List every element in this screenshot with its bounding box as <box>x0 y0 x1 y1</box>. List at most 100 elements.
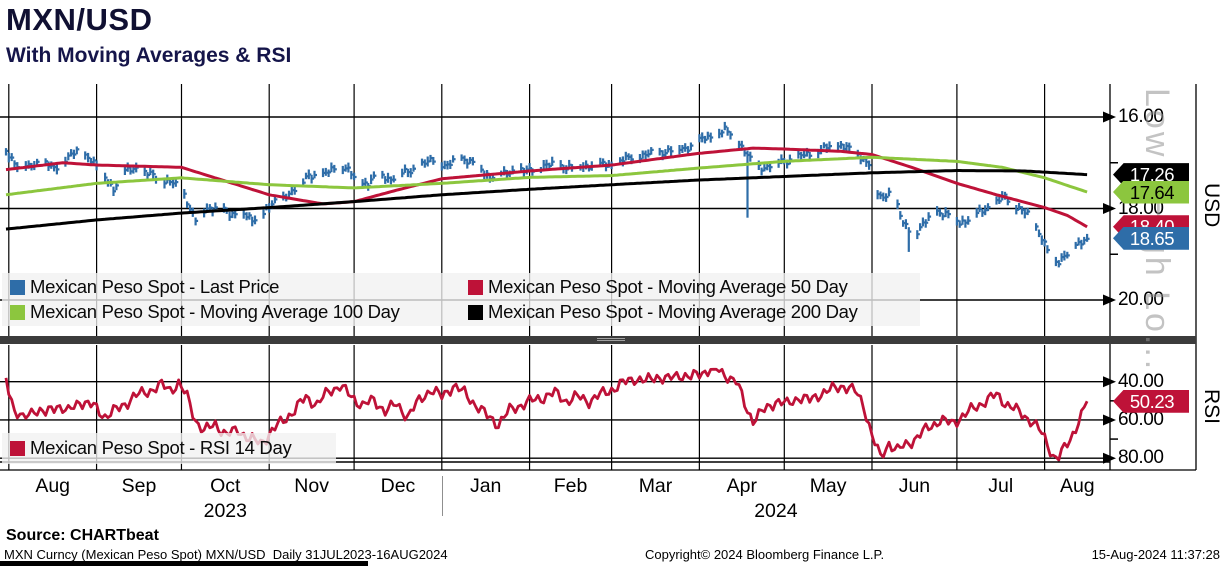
price-bar <box>681 145 684 153</box>
price-bar <box>743 149 746 157</box>
legend-label: Mexican Peso Spot - Moving Average 100 D… <box>30 301 400 322</box>
x-axis-year-label: 2023 <box>203 500 247 522</box>
price-bar <box>228 211 231 221</box>
price-bar <box>689 142 692 151</box>
price-bar <box>449 159 452 169</box>
price-bar <box>757 160 760 170</box>
price-bar <box>842 143 845 153</box>
price-bar <box>488 173 491 183</box>
price-bar <box>904 219 907 230</box>
price-bar <box>998 196 1001 204</box>
price-bar <box>786 159 789 169</box>
price-bar <box>568 159 571 168</box>
source-line: Source: CHARTbeat <box>6 527 159 544</box>
panel-splitter-grip[interactable] <box>597 337 625 343</box>
x-axis-month-label: Dec <box>380 475 416 497</box>
price-bar <box>865 157 868 167</box>
price-bar <box>330 162 333 173</box>
price-bar <box>788 154 791 165</box>
legend-swatch-icon <box>468 304 483 320</box>
price-bar <box>344 164 347 172</box>
price-bar <box>661 150 664 161</box>
legend-item: Mexican Peso Spot - Moving Average 200 D… <box>468 300 858 324</box>
price-bar <box>208 204 211 212</box>
price-bar <box>463 155 466 165</box>
price-bar <box>729 131 732 140</box>
price-bar <box>353 172 356 181</box>
price-bar <box>621 156 624 167</box>
price-bar <box>822 142 825 149</box>
price-badge: 17.64 <box>1113 180 1189 204</box>
price-bar <box>75 146 78 155</box>
price-bar <box>887 187 891 197</box>
price-bar <box>924 219 927 228</box>
price-bar <box>333 164 336 173</box>
price-bar <box>389 176 392 185</box>
price-bar <box>684 143 687 152</box>
x-axis-month-label: Apr <box>726 475 757 497</box>
price-bar <box>919 223 922 231</box>
x-axis-month-label: Mar <box>638 475 673 497</box>
price-bar <box>907 227 910 252</box>
price-bar <box>426 156 429 167</box>
price-bar <box>647 149 650 158</box>
price-bar <box>186 201 189 208</box>
price-bar <box>273 195 276 204</box>
price-bar <box>845 142 848 151</box>
legend-label: Mexican Peso Spot - Moving Average 200 D… <box>488 301 858 322</box>
legend-swatch-icon <box>468 279 483 295</box>
price-bar <box>868 160 871 170</box>
year-separator <box>442 476 443 516</box>
price-bar <box>171 179 175 189</box>
price-bar <box>1057 260 1060 268</box>
price-bar <box>370 174 373 185</box>
price-bar <box>698 134 701 143</box>
rsi-axis-tick: 40.00 <box>1118 370 1164 392</box>
price-bar <box>859 155 862 165</box>
price-bar <box>916 230 919 240</box>
price-bar <box>927 212 930 221</box>
price-bar <box>429 154 432 163</box>
price-bar <box>1026 207 1029 216</box>
price-bar <box>440 162 443 171</box>
price-bar <box>760 167 763 176</box>
price-bar <box>10 153 13 162</box>
price-bar <box>313 170 316 179</box>
legend-rsi: Mexican Peso Spot - RSI 14 Day <box>2 433 336 464</box>
price-bar <box>1046 245 1049 254</box>
legend-swatch-icon <box>10 304 25 320</box>
price-bar <box>129 167 132 175</box>
price-bar <box>290 185 293 196</box>
price-bar <box>169 178 172 186</box>
price-bar <box>381 170 384 179</box>
price-bar <box>174 177 177 187</box>
price-bar <box>480 164 483 173</box>
price-badge: 18.65 <box>1113 226 1189 250</box>
price-bar <box>84 151 87 160</box>
price-bar <box>678 145 681 155</box>
price-bar <box>401 168 404 178</box>
price-bar <box>67 152 70 161</box>
price-bar <box>287 190 291 199</box>
price-bar <box>978 204 981 213</box>
price-bar <box>321 168 325 178</box>
price-bar <box>941 213 944 221</box>
price-bar <box>876 190 879 200</box>
price-bar <box>769 163 772 173</box>
price-bar <box>143 166 146 176</box>
price-bar <box>146 172 149 179</box>
price-bar <box>641 150 644 159</box>
price-bar <box>627 153 630 160</box>
price-bar <box>44 158 47 167</box>
price-bar <box>1043 238 1046 247</box>
price-bar <box>947 209 950 219</box>
price-bar <box>132 164 135 174</box>
price-bar <box>386 172 390 183</box>
price-bar <box>551 156 554 166</box>
price-bar <box>686 146 690 155</box>
price-bar <box>986 203 990 212</box>
price-bar <box>805 147 808 157</box>
price-bar <box>746 150 749 218</box>
axis-title-usd: USD <box>1200 183 1223 228</box>
ma-line <box>5 169 1088 231</box>
